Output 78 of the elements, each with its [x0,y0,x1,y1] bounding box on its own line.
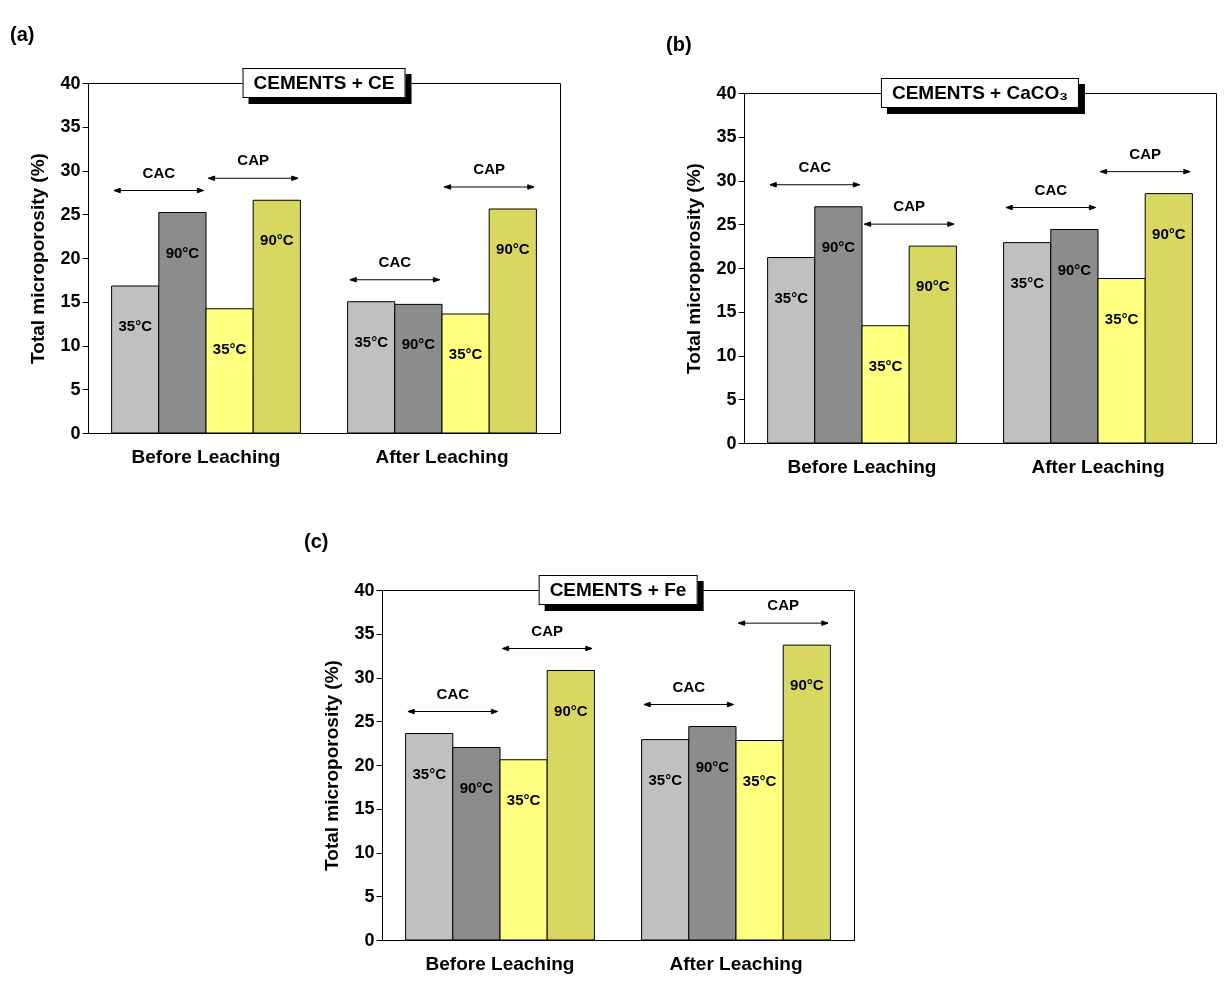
series-label: 35°C [354,332,389,350]
series-label: 90°C [260,231,294,249]
series-label: 35°C [1104,309,1139,327]
series-label: 90°C [916,277,950,295]
y-tick-label: 10 [354,842,375,862]
annotation: CAP [1129,144,1162,162]
y-tick-label: 0 [70,422,81,443]
y-tick-label: 20 [716,257,737,278]
y-tick-label: 25 [716,213,737,234]
annotation: CAP [237,151,270,169]
annotation: CAP [473,160,506,177]
series-label: 90°C [165,243,200,261]
y-tick-label: 0 [364,929,375,950]
y-axis-title: Total microporosity (%) [683,163,705,374]
y-tick-label: 40 [60,72,81,93]
text: (b) [666,33,692,56]
text: (a) [10,23,35,46]
annotation: CAC [1034,180,1068,198]
y-axis-title: Total microporosity (%) [321,660,343,871]
annotation: CAC [378,252,412,270]
series-label: 90°C [554,701,588,719]
y-tick-label: 30 [60,160,81,180]
y-tick-label: 20 [60,247,81,268]
y-tick-label: 15 [354,798,375,819]
y-tick-label: 5 [364,885,375,906]
y-tick-label: 25 [354,710,375,731]
series-label: 35°C [506,790,541,808]
y-tick-label: 20 [354,754,375,775]
y-tick-label: 40 [716,82,737,103]
text: 35°C [868,356,903,374]
text: 35°C [1010,273,1044,291]
text: (c) [304,530,329,553]
text: 90°C [1152,224,1186,242]
y-tick-label: 25 [60,203,81,224]
y-tick-label: 35 [716,126,737,147]
text: 90°C [496,240,530,257]
y-axis-title: Total microporosity (%) [27,153,49,364]
annotation: CAC [672,677,706,695]
y-tick-label: 10 [60,335,81,355]
y-tick-label: 0 [726,432,737,453]
x-tick-label: After Leaching [1031,455,1165,477]
x-tick-label: Before Leaching [425,952,575,974]
annotation: CAP [531,621,564,639]
series-label: 90°C [459,778,494,796]
y-tick-label: 10 [716,345,737,365]
annotation: CAC [798,157,832,175]
y-tick-label: 5 [726,388,737,409]
text: 35°C [448,345,483,362]
chart-title: CEMENTS + CE [242,68,406,98]
text: 90°C [695,757,730,775]
series-label: 35°C [774,288,809,306]
x-tick-label: After Leaching [669,952,803,974]
y-tick-label: 30 [354,667,375,687]
x-tick-label: Before Leaching [131,445,281,467]
text: 35°C [412,764,446,782]
x-tick-label: After Leaching [375,445,509,467]
series-label: 35°C [648,770,683,788]
x-tick-label: Before Leaching [787,455,937,477]
y-tick-label: 35 [354,623,375,644]
chart-title: CEMENTS + Fe [538,575,698,605]
y-tick-label: 5 [70,378,81,399]
y-tick-label: 15 [716,301,737,322]
annotation: CAC [142,163,176,181]
annotation: CAC [436,684,470,702]
chart-title: CEMENTS + CaCO₃ [880,78,1080,108]
y-tick-label: 40 [354,579,375,600]
text: 90°C [821,237,856,255]
text: 90°C [790,676,824,694]
text: 35°C [118,317,152,334]
annotation: CAP [767,596,800,614]
annotation: CAP [893,197,926,215]
y-tick-label: 30 [716,170,737,190]
y-tick-label: 15 [60,291,81,312]
text: 90°C [401,335,436,353]
text: 35°C [742,771,777,789]
series-label: 35°C [212,339,247,357]
y-tick-label: 35 [60,116,81,137]
series-label: 90°C [1057,260,1092,278]
